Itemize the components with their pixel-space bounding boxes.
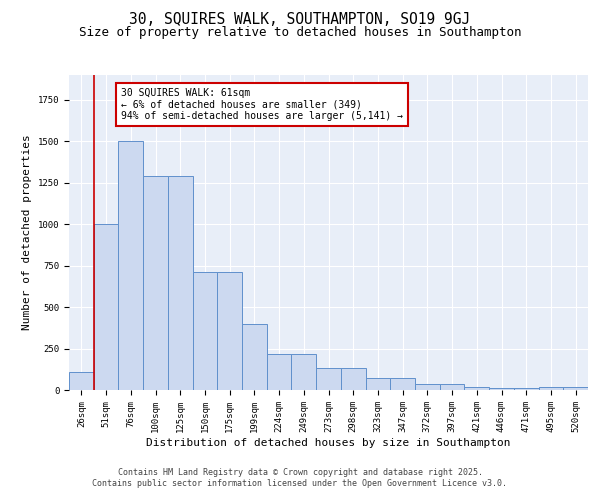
Bar xyxy=(341,368,365,390)
Text: Size of property relative to detached houses in Southampton: Size of property relative to detached ho… xyxy=(79,26,521,39)
Bar xyxy=(267,354,292,390)
Bar xyxy=(217,272,242,390)
Bar xyxy=(316,368,341,390)
Bar xyxy=(94,224,118,390)
Bar xyxy=(464,386,489,390)
Bar xyxy=(143,176,168,390)
Bar xyxy=(242,324,267,390)
Bar xyxy=(118,142,143,390)
Bar xyxy=(440,384,464,390)
Bar xyxy=(539,387,563,390)
Text: 30, SQUIRES WALK, SOUTHAMPTON, SO19 9GJ: 30, SQUIRES WALK, SOUTHAMPTON, SO19 9GJ xyxy=(130,12,470,28)
Bar xyxy=(563,387,588,390)
Bar xyxy=(390,378,415,390)
X-axis label: Distribution of detached houses by size in Southampton: Distribution of detached houses by size … xyxy=(146,438,511,448)
Bar xyxy=(365,378,390,390)
Text: 30 SQUIRES WALK: 61sqm
← 6% of detached houses are smaller (349)
94% of semi-det: 30 SQUIRES WALK: 61sqm ← 6% of detached … xyxy=(121,88,403,122)
Bar xyxy=(415,384,440,390)
Bar xyxy=(292,354,316,390)
Bar xyxy=(168,176,193,390)
Bar xyxy=(514,388,539,390)
Y-axis label: Number of detached properties: Number of detached properties xyxy=(22,134,32,330)
Bar xyxy=(69,372,94,390)
Bar xyxy=(489,388,514,390)
Text: Contains HM Land Registry data © Crown copyright and database right 2025.
Contai: Contains HM Land Registry data © Crown c… xyxy=(92,468,508,487)
Bar xyxy=(193,272,217,390)
